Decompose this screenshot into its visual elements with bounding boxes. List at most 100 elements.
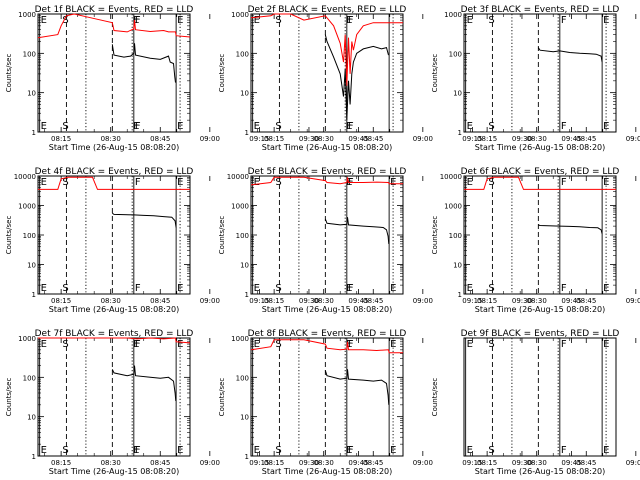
x-axis-label: Start Time (26-Aug-15 08:08:20) — [262, 143, 393, 152]
event-marker-label: E — [41, 15, 47, 26]
event-marker-label: S — [488, 15, 494, 26]
y-axis-label: Counts/sec — [218, 216, 226, 255]
lld-rate-line — [250, 13, 403, 86]
y-tick-label: 10 — [453, 90, 462, 98]
x-tick-label: 09:00 — [626, 459, 640, 467]
event-marker-label: E — [346, 15, 352, 26]
x-tick-label: 08:45 — [576, 135, 596, 143]
y-tick-label: 10000 — [440, 173, 462, 181]
x-tick-label: 08:15 — [477, 459, 497, 467]
detector-panel: Det 2f BLACK = Events, RED = LLD11010010… — [218, 5, 582, 152]
y-axis-label: Counts/sec — [431, 54, 439, 93]
x-tick-label: 09:00 — [413, 135, 433, 143]
event-marker-label-bottom: E — [346, 283, 352, 294]
event-marker-label-bottom: F — [561, 445, 567, 456]
events-rate-line — [538, 224, 603, 234]
events-rate-line — [112, 212, 177, 228]
x-tick-label: 08:45 — [150, 459, 170, 467]
lld-rate-line — [250, 339, 403, 354]
event-marker-label-bottom: E — [133, 445, 139, 456]
panel-title: Det 6f BLACK = Events, RED = LLD — [461, 167, 620, 177]
event-marker-label-bottom: F — [135, 445, 141, 456]
event-marker-label: F — [135, 339, 141, 350]
y-tick-label: 10000 — [14, 173, 36, 181]
y-tick-label: 1 — [32, 129, 36, 137]
event-marker-label: F — [348, 15, 354, 26]
x-tick-label: 09:45 — [561, 297, 581, 305]
event-marker-label-bottom: E — [467, 445, 473, 456]
y-tick-label: 10000 — [227, 173, 249, 181]
y-tick-label: 10 — [240, 262, 249, 270]
x-tick-label: 09:30 — [512, 459, 532, 467]
x-tick-label: 08:45 — [150, 135, 170, 143]
x-axis-label: Start Time (26-Aug-15 08:08:20) — [262, 305, 393, 314]
event-marker-label-bottom: F — [348, 283, 354, 294]
event-marker-label-bottom: S — [62, 445, 68, 456]
event-marker-label-bottom: S — [488, 121, 494, 132]
x-tick-label: 08:15 — [477, 135, 497, 143]
y-tick-label: 1000 — [18, 203, 36, 211]
y-tick-label: 1000 — [444, 11, 462, 19]
x-tick-label: 09:45 — [348, 297, 368, 305]
event-marker-label: F — [135, 177, 141, 188]
lld-rate-line — [464, 176, 616, 190]
event-marker-label-bottom: E — [41, 445, 47, 456]
x-tick-label: 09:45 — [348, 135, 368, 143]
x-tick-label: 09:00 — [626, 135, 640, 143]
y-tick-label: 1 — [245, 453, 249, 461]
y-tick-label: 100 — [23, 374, 36, 382]
y-tick-label: 1 — [458, 129, 462, 137]
x-tick-label: 09:15 — [462, 459, 482, 467]
y-tick-label: 10 — [453, 262, 462, 270]
y-axis-label: Counts/sec — [5, 54, 13, 93]
x-tick-label: 08:15 — [51, 297, 71, 305]
y-axis-label: Counts/sec — [218, 378, 226, 417]
x-tick-label: 08:30 — [314, 297, 334, 305]
x-tick-label: 08:15 — [264, 297, 284, 305]
y-tick-label: 100 — [236, 50, 249, 58]
x-tick-label: 09:30 — [512, 297, 532, 305]
x-tick-label: 09:30 — [512, 135, 532, 143]
event-marker-label: E — [467, 177, 473, 188]
x-tick-label: 08:15 — [264, 135, 284, 143]
x-tick-label: 09:15 — [249, 297, 269, 305]
event-marker-label: S — [62, 177, 68, 188]
lld-rate-line — [38, 337, 191, 344]
plot-frame — [250, 175, 404, 295]
events-rate-line — [324, 34, 389, 121]
x-axis-label: Start Time (26-Aug-15 08:08:20) — [49, 305, 180, 314]
x-tick-label: 09:15 — [462, 297, 482, 305]
x-axis-label: Start Time (26-Aug-15 08:08:20) — [262, 467, 393, 476]
panel-title: Det 3f BLACK = Events, RED = LLD — [461, 5, 620, 15]
x-tick-label: 08:45 — [363, 297, 383, 305]
event-marker-label: F — [561, 15, 567, 26]
event-marker-label: S — [275, 339, 281, 350]
event-marker-label: S — [488, 177, 494, 188]
plot-frame — [37, 175, 191, 295]
x-tick-label: 08:45 — [576, 459, 596, 467]
event-marker-label-bottom: E — [467, 283, 473, 294]
detector-panel: Det 6f BLACK = Events, RED = LLD 1 10 100 10… — [431, 167, 640, 314]
y-tick-label: 100 — [449, 232, 462, 240]
x-tick-label: 09:00 — [413, 297, 433, 305]
y-tick-label: 1 — [458, 291, 462, 299]
y-tick-label: 1000 — [231, 203, 249, 211]
x-tick-label: 09:45 — [348, 459, 368, 467]
y-tick-label: 1000 — [231, 335, 249, 343]
x-axis-label: Start Time (26-Aug-15 08:08:20) — [49, 143, 180, 152]
events-rate-line — [111, 43, 176, 83]
event-marker-label-bottom: F — [135, 283, 141, 294]
plot-frame — [37, 13, 191, 133]
event-marker-label: F — [135, 15, 141, 26]
event-marker-label: E — [467, 339, 473, 350]
event-marker-label: S — [275, 15, 281, 26]
y-tick-label: 1000 — [444, 203, 462, 211]
event-marker-label-bottom: S — [62, 283, 68, 294]
x-tick-label: 09:00 — [413, 459, 433, 467]
x-tick-label: 08:45 — [363, 459, 383, 467]
plot-frame — [250, 337, 404, 457]
event-marker-label: E — [41, 339, 47, 350]
detector-panel: Det 5f BLACK = Events, RED = LLD11010010… — [218, 167, 582, 314]
x-axis-label: Start Time (26-Aug-15 08:08:20) — [475, 143, 606, 152]
detector-panel: Det 9f BLACK = Events, RED = LLD 08:15 08:… — [431, 329, 640, 476]
